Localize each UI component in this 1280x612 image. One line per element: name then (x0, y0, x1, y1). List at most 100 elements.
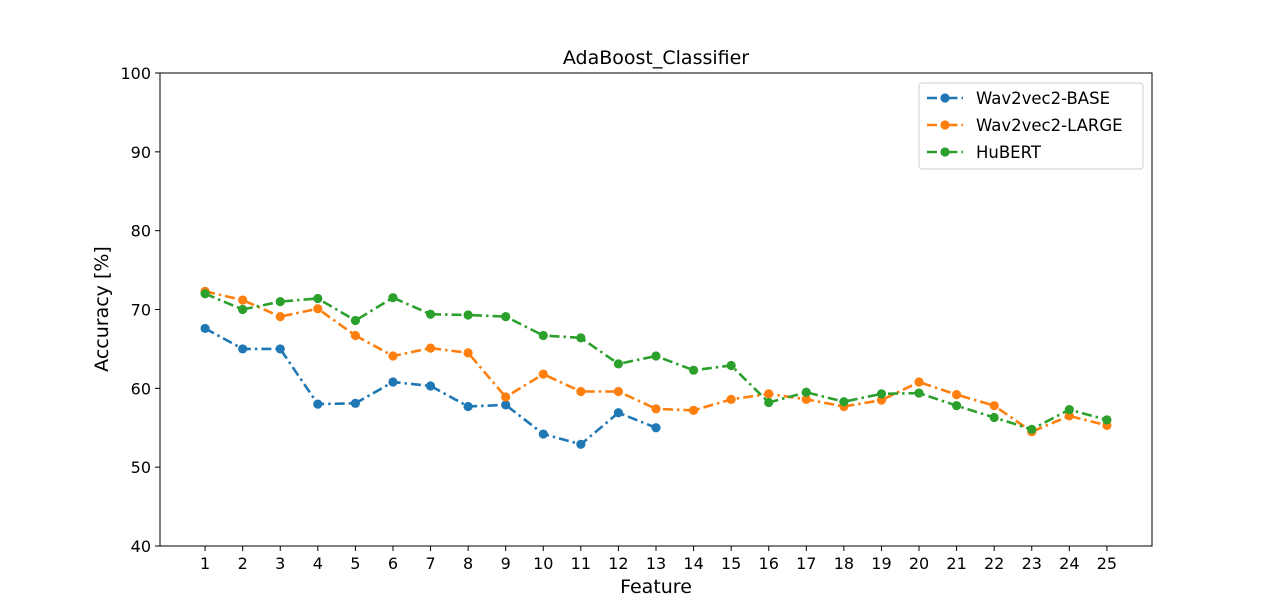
data-point (688, 405, 699, 416)
data-point (463, 348, 473, 358)
x-tick-label: 3 (275, 554, 285, 573)
x-tick-label: 15 (721, 554, 741, 573)
data-point (350, 330, 360, 341)
x-tick-label: 12 (608, 554, 628, 573)
series-wav2vec2-base (200, 323, 661, 449)
data-point (651, 351, 661, 361)
data-point (989, 412, 999, 423)
data-point (425, 381, 436, 391)
x-tick-label: 21 (946, 554, 966, 573)
data-point (501, 400, 511, 410)
data-point (1102, 415, 1112, 425)
data-point (200, 323, 210, 334)
data-point (576, 439, 586, 449)
x-tick-label: 5 (350, 554, 360, 573)
data-point (764, 397, 774, 408)
y-tick-label: 100 (120, 64, 151, 83)
legend-marker (940, 120, 950, 130)
data-point (764, 389, 774, 399)
series-hubert (200, 289, 1112, 434)
data-point (1064, 405, 1074, 415)
x-tick-label: 6 (388, 554, 398, 573)
data-point (501, 311, 511, 322)
legend-marker (940, 93, 950, 103)
x-axis-label: Feature (620, 576, 692, 598)
x-tick-label: 2 (238, 554, 248, 573)
data-point (839, 397, 849, 407)
data-point (238, 304, 248, 315)
y-tick-label: 80 (131, 222, 151, 241)
x-tick-label: 13 (646, 554, 666, 573)
legend-label: Wav2vec2-BASE (976, 89, 1110, 108)
data-point (538, 429, 548, 439)
x-tick-label: 14 (683, 554, 703, 573)
data-point (914, 377, 924, 387)
legend-entry: Wav2vec2-LARGE (927, 116, 1123, 135)
data-point (463, 310, 473, 320)
plot-frame (159, 72, 1153, 547)
x-tick-label: 22 (984, 554, 1004, 573)
x-tick-label: 20 (909, 554, 929, 573)
y-tick-label: 50 (131, 458, 151, 477)
data-point (576, 333, 586, 343)
x-tick-label: 23 (1022, 554, 1042, 573)
data-point (538, 369, 548, 379)
data-point (313, 304, 323, 314)
x-tick-label: 19 (871, 554, 891, 573)
x-tick-label: 10 (533, 554, 553, 573)
data-point (1064, 411, 1074, 421)
data-point (275, 344, 285, 354)
data-point (576, 386, 586, 397)
data-point (463, 401, 473, 412)
axis-ticks: 1 2 3 4 5 6 7 8 9 10 11 12 13 14 15 16 17 18 19 20 21 22 23 24 2… (120, 64, 1117, 573)
x-tick-label: 18 (834, 554, 854, 573)
data-point (876, 389, 887, 399)
x-tick-label: 7 (425, 554, 435, 573)
x-tick-label: 17 (796, 554, 816, 573)
series-wav2vec2-large (200, 286, 1112, 437)
y-tick-label: 70 (131, 301, 151, 320)
data-point (275, 297, 285, 307)
data-point (726, 394, 736, 404)
data-point (501, 392, 511, 402)
data-point (876, 395, 887, 405)
data-point (425, 343, 436, 353)
data-point (425, 309, 436, 319)
data-point (350, 398, 360, 408)
y-tick-label: 60 (131, 379, 151, 398)
data-point (313, 399, 323, 409)
x-tick-label: 9 (501, 554, 511, 573)
plot-area (200, 286, 1112, 449)
data-point (1027, 424, 1037, 434)
data-point (613, 408, 624, 418)
data-point (613, 359, 624, 369)
data-point (238, 344, 248, 354)
data-point (801, 387, 811, 397)
legend-marker (940, 147, 950, 157)
legend-label: Wav2vec2-LARGE (976, 116, 1123, 135)
data-point (238, 295, 248, 305)
data-point (388, 293, 398, 303)
x-tick-label: 4 (313, 554, 323, 573)
legend: Wav2vec2-BASE Wav2vec2-LARGE HuBERT (918, 82, 1144, 170)
chart-title: AdaBoost_Classifier (563, 47, 749, 69)
data-point (388, 351, 398, 361)
y-tick-label: 90 (131, 143, 151, 162)
data-point (613, 386, 624, 397)
data-point (538, 330, 548, 341)
legend-box (918, 82, 1144, 170)
data-point (388, 377, 398, 387)
data-point (989, 401, 999, 411)
x-tick-label: 25 (1097, 554, 1117, 573)
x-tick-label: 8 (463, 554, 473, 573)
x-tick-label: 24 (1059, 554, 1079, 573)
y-axis-label: Accuracy [%] (91, 246, 113, 372)
y-tick-label: 40 (131, 537, 151, 556)
data-point (952, 401, 962, 411)
data-point (651, 423, 661, 433)
data-point (350, 315, 360, 326)
data-point (200, 289, 210, 299)
legend-label: HuBERT (976, 143, 1042, 162)
data-point (275, 311, 285, 322)
